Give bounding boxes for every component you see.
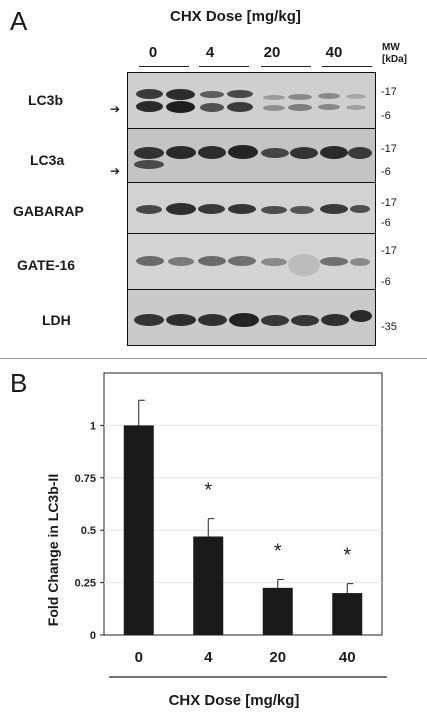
- dose-label-40: 40: [325, 44, 343, 61]
- blot-row-lc3a: [127, 128, 376, 183]
- dose-group-line-4: [199, 66, 249, 67]
- dose-group-line-0: [139, 66, 189, 67]
- western-blot: [127, 72, 376, 348]
- dose-label-20: 20: [263, 44, 281, 61]
- blot-row-ldh: [127, 289, 376, 346]
- x-tick-label-20: 20: [269, 649, 286, 666]
- row-label-gabarap: GABARAP: [13, 203, 84, 219]
- significance-star-4: *: [204, 480, 212, 502]
- mw-marker-lc3a-6: -6: [381, 166, 391, 178]
- bar-20: [262, 587, 293, 635]
- x-tick-label-4: 4: [204, 649, 213, 666]
- panel-a-dose-title: CHX Dose [mg/kg]: [170, 8, 301, 25]
- fold-change-bar-chart: 0 0.25 0.5 0.75 1 0 * 4 * 20 * 40 Fold Change in LC…: [45, 372, 387, 709]
- dose-group-line-20: [261, 66, 311, 67]
- bar-4: [193, 536, 224, 635]
- row-label-ldh: LDH: [42, 312, 71, 328]
- y-tick-label-4: 1: [90, 420, 96, 432]
- arrow-lc3b: ➔: [110, 102, 121, 116]
- panel-b-letter: B: [10, 368, 28, 398]
- panel-divider: [0, 358, 427, 359]
- dose-label-0: 0: [148, 44, 158, 61]
- panel-a-letter: A: [10, 6, 28, 36]
- blot-row-lc3b: [127, 72, 376, 129]
- mw-marker-lc3b-6: -6: [381, 110, 391, 122]
- y-tick-label-1: 0.25: [75, 578, 96, 590]
- mw-marker-gabarap-6: -6: [381, 217, 391, 229]
- mw-header-line-1: MW: [382, 42, 400, 53]
- blot-row-gate16: [127, 233, 376, 290]
- mw-marker-gate16-6: -6: [381, 276, 391, 288]
- mw-marker-lc3b-17: -17: [381, 86, 397, 98]
- y-tick-label-3: 0.75: [75, 473, 96, 485]
- x-axis-label: CHX Dose [mg/kg]: [169, 692, 300, 709]
- mw-marker-lc3a-17: -17: [381, 143, 397, 155]
- y-tick-label-2: 0.5: [81, 525, 96, 537]
- row-label-gate16: GATE-16: [17, 257, 76, 273]
- mw-marker-gate16-17: -17: [381, 245, 397, 257]
- mw-header: MW [kDa]: [382, 42, 407, 66]
- y-axis-label: Fold Change in LC3b-II: [45, 474, 61, 626]
- significance-star-20: *: [274, 540, 282, 562]
- blot-row-gabarap: [127, 182, 376, 234]
- mw-marker-gabarap-17: -17: [381, 197, 397, 209]
- bar-40: [332, 593, 363, 635]
- row-label-lc3a: LC3a: [30, 152, 65, 168]
- arrow-lc3a: ➔: [110, 164, 121, 178]
- y-tick-label-0: 0: [90, 630, 96, 642]
- x-tick-label-0: 0: [135, 649, 143, 666]
- mw-header-line-2: [kDa]: [382, 54, 408, 65]
- dose-group-line-40: [322, 66, 372, 67]
- dose-label-4: 4: [205, 44, 215, 61]
- bar-0: [123, 425, 154, 635]
- mw-marker-ldh-35: -35: [381, 321, 397, 333]
- x-tick-label-40: 40: [339, 649, 356, 666]
- row-label-lc3b: LC3b: [28, 92, 63, 108]
- significance-star-40: *: [343, 545, 351, 567]
